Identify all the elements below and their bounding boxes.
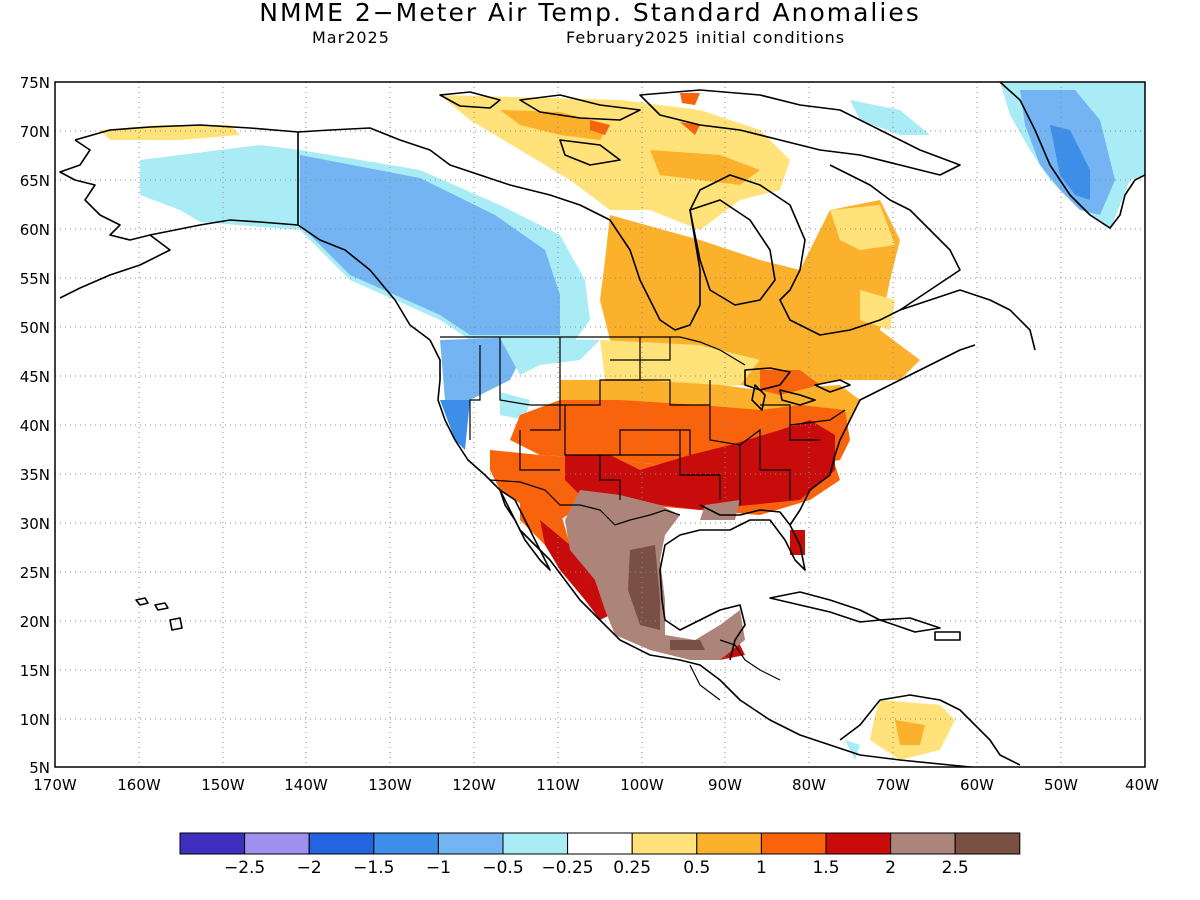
colorbar-label: −1.5: [353, 858, 394, 878]
colorbar-swatch: [373, 832, 439, 855]
colorbar-swatch: [631, 832, 698, 855]
colorbar-label: 0.5: [683, 858, 710, 878]
lon-tick-label: 160W: [117, 776, 161, 794]
colorbar-swatch: [308, 832, 375, 855]
colorbar-swatch: [179, 832, 246, 855]
colorbar-swatch: [502, 832, 569, 855]
lon-tick-label: 170W: [33, 776, 77, 794]
anomaly-shading: [100, 82, 1145, 760]
lat-tick-label: 65N: [20, 172, 50, 190]
lat-tick-label: 50N: [20, 319, 50, 337]
lon-tick-label: 130W: [368, 776, 412, 794]
lat-tick-label: 30N: [20, 515, 50, 533]
map-frame: [54, 81, 1146, 768]
colorbar-swatch: [890, 832, 956, 855]
colorbar-label: −2: [297, 858, 322, 878]
lon-tick-label: 60W: [960, 776, 994, 794]
colorbar-label: −0.25: [542, 858, 594, 878]
lon-tick-label: 140W: [284, 776, 328, 794]
lon-tick-label: 150W: [201, 776, 245, 794]
lat-tick-label: 5N: [29, 759, 50, 777]
lat-tick-label: 70N: [20, 123, 50, 141]
lat-tick-label: 55N: [20, 270, 50, 288]
lat-tick-label: 60N: [20, 221, 50, 239]
colorbar-label: 0.25: [613, 858, 651, 878]
colorbar-label: 1.5: [812, 858, 839, 878]
lat-tick-label: 20N: [20, 613, 50, 631]
lon-tick-label: 90W: [708, 776, 742, 794]
lon-tick-label: 80W: [792, 776, 826, 794]
colorbar-swatch: [696, 832, 762, 855]
lat-tick-label: 15N: [20, 662, 50, 680]
lon-tick-label: 120W: [452, 776, 496, 794]
colorbar-label: −1: [426, 858, 451, 878]
coastlines: [59, 82, 1145, 767]
colorbar: −2.5 −2 −1.5 −1 −0.5 −0.25 0.25 0.5 1 1.5 2 2.5: [179, 832, 1021, 878]
initial-conditions: February2025 initial conditions: [566, 28, 846, 47]
lon-tick-label: 40W: [1125, 776, 1159, 794]
colorbar-swatch: [244, 832, 310, 855]
colorbar-swatch: [567, 832, 633, 855]
colorbar-swatch: [825, 832, 892, 855]
lon-tick-label: 100W: [620, 776, 664, 794]
colorbar-label: 2.5: [942, 858, 969, 878]
colorbar-swatch: [760, 832, 827, 855]
colorbar-swatch: [437, 832, 504, 855]
lat-tick-label: 25N: [20, 564, 50, 582]
colorbar-label: 2: [885, 858, 896, 878]
lon-tick-label: 70W: [876, 776, 910, 794]
colorbar-label: −0.5: [482, 858, 523, 878]
political-borders: [440, 336, 846, 701]
map-title: NMME 2−Meter Air Temp. Standard Anomalie…: [259, 0, 921, 27]
lat-tick-label: 40N: [20, 417, 50, 435]
colorbar-label: 1: [756, 858, 767, 878]
lat-tick-label: 10N: [20, 711, 50, 729]
colorbar-swatch: [954, 832, 1021, 855]
latitude-axis: 75N 70N 65N 60N 55N 50N 45N 40N 35N 30N …: [20, 74, 50, 777]
colorbar-label: −2.5: [224, 858, 265, 878]
lat-tick-label: 35N: [20, 466, 50, 484]
lon-tick-label: 110W: [536, 776, 580, 794]
lon-tick-label: 50W: [1044, 776, 1078, 794]
valid-month: Mar2025: [312, 28, 390, 47]
longitude-axis: 170W 160W 150W 140W 130W 120W 110W 100W …: [33, 776, 1159, 794]
lat-tick-label: 75N: [20, 74, 50, 92]
lat-tick-label: 45N: [20, 368, 50, 386]
